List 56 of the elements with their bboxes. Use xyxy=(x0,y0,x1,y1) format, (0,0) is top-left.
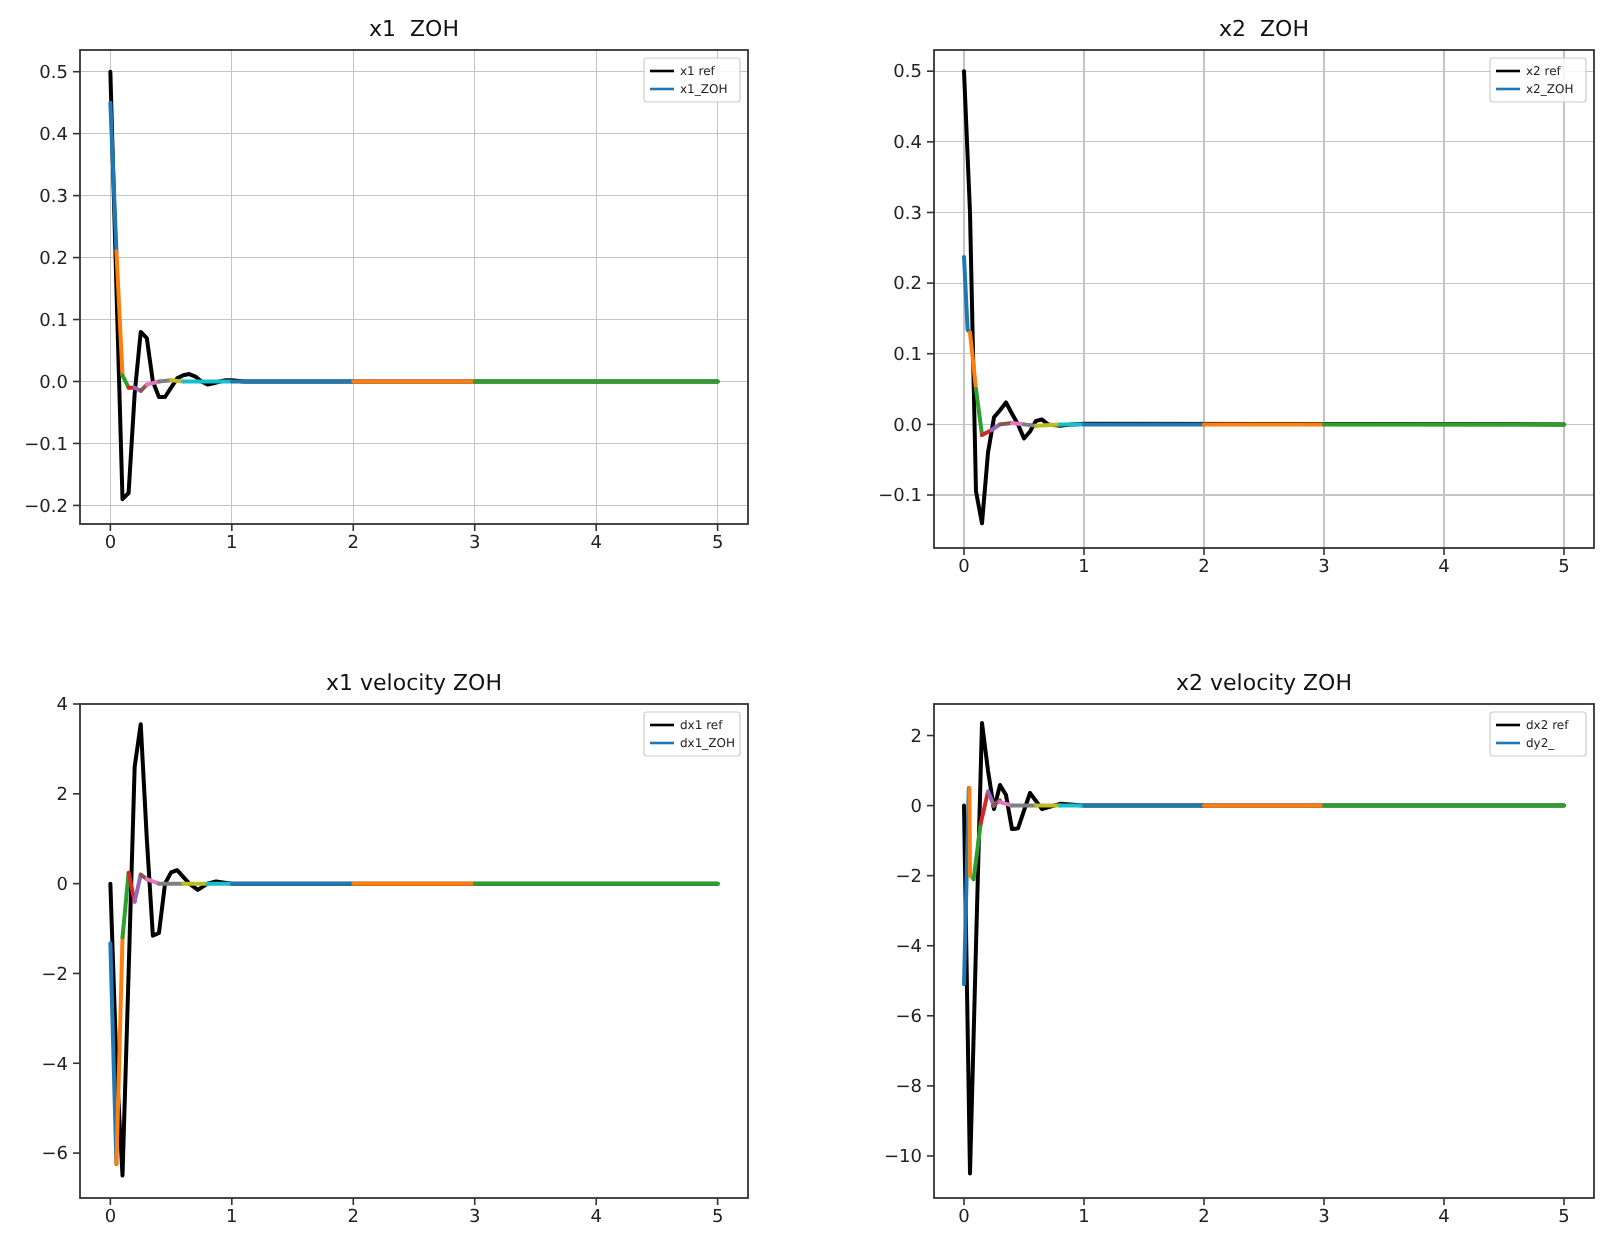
x-tick-label: 1 xyxy=(1078,558,1090,578)
y-tick-label: 0 xyxy=(56,875,69,896)
x-tick-label: 4 xyxy=(590,1208,603,1228)
x-tick-label: 2 xyxy=(347,1208,360,1228)
chart-title: x1 velocity ZOH xyxy=(326,670,502,696)
y-tick-label: 0.5 xyxy=(893,63,922,84)
y-tick-label: 0.2 xyxy=(39,249,68,270)
x-tick-label: 0 xyxy=(104,1208,117,1228)
y-tick-label: 0.5 xyxy=(39,63,68,84)
y-tick-label: 4 xyxy=(56,696,69,717)
y-tick-label: −2 xyxy=(41,965,68,986)
x-tick-label: 4 xyxy=(1438,558,1451,578)
x-tick-label: 5 xyxy=(711,1208,724,1228)
x-tick-label: 3 xyxy=(1318,1208,1330,1228)
x-tick-label: 5 xyxy=(711,534,724,554)
y-tick-label: −4 xyxy=(895,938,923,959)
y-tick-label: 2 xyxy=(910,727,922,748)
y-tick-label: 0.0 xyxy=(39,373,69,394)
y-tick-label: −2 xyxy=(895,867,922,888)
x-tick-label: 0 xyxy=(958,558,971,578)
y-tick-label: 0.3 xyxy=(39,187,68,208)
y-tick-label: 0 xyxy=(910,797,923,818)
chart-title: x1 ZOH xyxy=(369,16,459,42)
x-tick-label: 5 xyxy=(1558,1208,1570,1228)
y-tick-label: 2 xyxy=(56,786,68,807)
x-tick-label: 3 xyxy=(1318,558,1330,578)
y-tick-label: 0.4 xyxy=(893,134,923,155)
x-tick-label: 3 xyxy=(468,534,481,554)
x-tick-label: 4 xyxy=(1438,1208,1451,1228)
x-tick-label: 1 xyxy=(226,534,238,554)
y-tick-label: −6 xyxy=(895,1008,923,1029)
y-tick-label: 0.4 xyxy=(39,125,69,146)
x-tick-label: 3 xyxy=(468,1208,481,1228)
x-tick-label: 2 xyxy=(347,534,360,554)
y-tick-label: −4 xyxy=(41,1055,69,1076)
y-tick-label: −0.1 xyxy=(24,435,68,456)
y-tick-label: −8 xyxy=(895,1078,923,1099)
y-tick-label: 0.0 xyxy=(893,416,923,437)
x-tick-label: 2 xyxy=(1198,1208,1210,1228)
x-tick-label: 4 xyxy=(590,534,603,554)
y-tick-label: 0.2 xyxy=(893,275,922,296)
x-tick-label: 0 xyxy=(104,534,117,554)
x-tick-label: 1 xyxy=(226,1208,238,1228)
y-tick-label: −0.1 xyxy=(878,487,922,508)
y-tick-label: −0.2 xyxy=(24,497,68,518)
x-tick-label: 1 xyxy=(1078,1208,1090,1228)
y-tick-label: 0.3 xyxy=(893,204,922,225)
y-tick-label: 0.1 xyxy=(39,311,68,332)
x-tick-label: 2 xyxy=(1198,558,1210,578)
chart-title: x2 ZOH xyxy=(1219,16,1309,42)
y-tick-label: −6 xyxy=(41,1145,69,1166)
x-tick-label: 0 xyxy=(958,1208,971,1228)
y-tick-label: 0.1 xyxy=(893,346,922,367)
y-tick-label: −10 xyxy=(884,1148,923,1169)
chart-title: x2 velocity ZOH xyxy=(1176,670,1352,696)
x-tick-label: 5 xyxy=(1558,558,1570,578)
